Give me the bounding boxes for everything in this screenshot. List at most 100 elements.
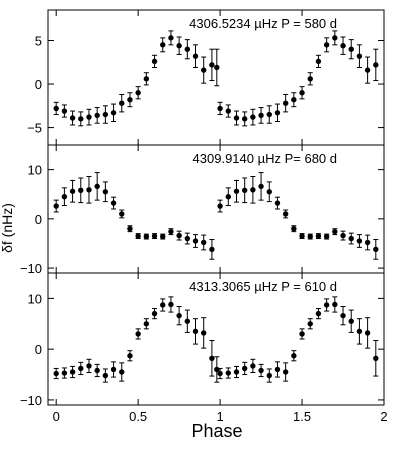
data-point [69,369,76,375]
data-point [53,203,59,209]
data-point [110,366,117,373]
data-point [233,115,240,121]
data-point [143,233,150,240]
data-point [217,370,223,377]
data-point [291,353,297,359]
y-tick-label: 5 [35,33,42,48]
data-point [315,233,322,239]
data-point [168,35,174,41]
data-point [241,365,248,372]
data-point [61,370,68,376]
data-point [135,233,141,239]
data-point [323,233,330,240]
data-point [135,90,141,96]
data-point [143,321,150,327]
data-point [78,365,84,372]
data-point [299,90,305,96]
data-point [184,46,191,52]
data-point [86,187,92,193]
data-point [225,108,231,114]
data-point [373,246,379,253]
panel-frame [47,272,385,406]
data-point [151,310,158,317]
data-point [250,363,256,369]
x-tick-label: 2 [380,409,387,424]
data-point [233,188,240,194]
x-tick-label: 1 [216,409,223,424]
y-tick-label: 10 [28,163,42,178]
data-point [282,369,289,375]
data-point [192,53,199,59]
data-point [217,105,223,112]
data-point [332,35,338,41]
data-point [323,302,330,308]
y-axis-label: δf (nHz) [0,203,15,253]
data-point [364,330,371,336]
data-point [192,238,199,244]
data-point [168,228,174,235]
data-point [184,318,191,324]
data-point [209,62,215,68]
data-point [102,111,109,118]
y-tick-label: 0 [35,342,42,357]
data-point [340,312,346,319]
data-point [282,211,289,217]
data-point [160,233,166,240]
data-point [266,189,272,195]
data-point [233,369,240,375]
data-point [151,58,158,65]
y-tick-label: 0 [35,77,42,92]
data-point [86,363,92,369]
data-point [364,67,371,73]
data-point [214,64,220,71]
data-point [119,211,125,217]
data-point [291,97,297,103]
data-point [307,76,313,82]
data-point [356,53,363,59]
data-point [160,42,166,48]
x-axis-label: Phase [191,421,242,441]
data-point [94,367,100,374]
panel-2: −10 0 10 4309.9140 µHz P= 680 d [20,144,385,276]
data-point [241,187,248,193]
data-point [160,302,166,308]
data-point [266,111,272,118]
data-point [127,353,133,359]
data-point [143,76,150,82]
data-point [348,318,354,324]
y-tick-label: −10 [20,261,42,276]
data-point [201,239,207,246]
data-point [168,301,174,308]
data-point [209,355,215,361]
data-point [102,372,109,379]
data-point [291,225,297,232]
data-point [135,331,141,337]
data-point [274,110,281,116]
data-point [307,321,313,327]
data-point [225,193,231,200]
data-point [225,370,231,376]
data-point [127,225,133,232]
data-point [69,188,76,194]
data-point [201,330,207,336]
data-point [258,183,264,190]
data-point [274,200,281,206]
data-point [299,233,305,239]
data-point [332,301,338,308]
y-tick-label: −10 [20,393,42,408]
data-point [282,100,289,106]
data-point [78,116,84,122]
data-point [241,116,248,122]
data-point [94,183,100,190]
data-point [323,42,330,48]
data-point [102,189,109,195]
data-point [69,115,76,121]
data-point [110,200,117,206]
data-point [209,246,215,253]
data-point [373,62,379,68]
panel-annotation: 4309.9140 µHz P= 680 d [193,151,337,166]
data-point [274,366,281,373]
data-point [364,239,371,246]
data-point [176,43,182,49]
